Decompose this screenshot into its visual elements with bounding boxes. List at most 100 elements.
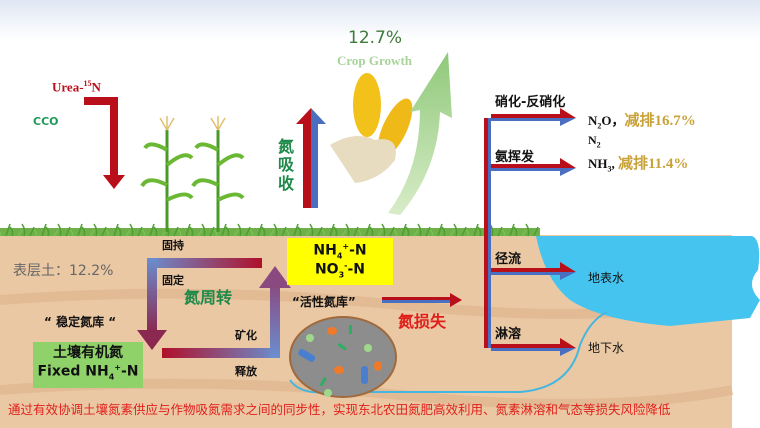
grass-blade [197, 229, 203, 237]
grass-blade [237, 223, 242, 237]
immobilization-label: 固持 [162, 239, 184, 252]
grass-blade [281, 226, 287, 237]
grass-blade [213, 229, 218, 237]
grass-blade [317, 226, 323, 237]
grass-blade [125, 229, 131, 237]
runoff-label: 径流 [495, 252, 522, 267]
grass-blade [5, 223, 11, 237]
nh3-reduction: 减排11.4% [618, 156, 689, 172]
grass-blade [429, 229, 434, 237]
grass-blade [389, 226, 395, 237]
grass-blade [45, 226, 50, 237]
grass-blade [173, 226, 179, 237]
grass-blade [309, 223, 314, 237]
grass-blade [77, 223, 83, 237]
n2o-reduction: 减排16.7% [624, 113, 696, 129]
crop-growth-label: Crop Growth [337, 53, 412, 68]
grass-blade [221, 223, 227, 237]
grass-blade [93, 223, 98, 237]
grass-blade [149, 223, 155, 237]
grass-blade [513, 226, 518, 237]
grass-blade [209, 226, 215, 237]
grass-blade [321, 229, 326, 237]
grass-blade [357, 229, 362, 237]
surface-water-label: 地表水 [588, 271, 625, 285]
grass-blade [65, 226, 71, 237]
grass-blade [329, 223, 335, 237]
grass-blade [101, 226, 107, 237]
grass-blade [249, 229, 254, 237]
branch-arrow [560, 168, 576, 176]
nh4-label: NH4+-N [313, 242, 367, 261]
n2-label: N2 [588, 133, 601, 150]
grass-blade [465, 229, 470, 237]
yield-increase-value: 12.7% [348, 28, 403, 48]
grass-blade [425, 226, 431, 237]
stable-pool-label: “ 稳定氮库 “ [44, 315, 117, 329]
no3-label: NO3--N [314, 261, 366, 280]
grass-blade [0, 230, 2, 237]
grass-blade [453, 223, 458, 237]
organic-n-box: 土壤有机氮 Fixed NH4+-N [33, 342, 143, 388]
grass-blade [269, 229, 275, 237]
grass-blade [273, 223, 278, 237]
grass-blade [245, 226, 251, 237]
grass-blade [69, 229, 74, 237]
active-pool-label: “活性氮库” [292, 295, 356, 309]
grass-blade [53, 229, 59, 237]
fixed-nh4-label: Fixed NH4+-N [37, 362, 139, 381]
grass-blade [285, 229, 290, 237]
grass-blade [225, 226, 230, 237]
grass-blade [473, 223, 479, 237]
nitrogen-turnover-label: 氮周转 [184, 288, 233, 307]
grass-blade [449, 229, 455, 237]
urea-input-arrow [84, 97, 125, 189]
grass-blade [477, 226, 482, 237]
grass-blade [461, 226, 467, 237]
leaching-label: 淋溶 [495, 327, 522, 342]
corn-plant [191, 116, 245, 232]
branch-arrow [560, 272, 576, 280]
grass-blade [117, 226, 122, 237]
nitrogen-loss-arrow [450, 293, 462, 307]
mineral-n-box: NH4+-N NO3--N [287, 238, 393, 285]
grass-blade [89, 229, 95, 237]
grass-blade [41, 223, 47, 237]
organic-n-label: 土壤有机氮 [53, 345, 123, 361]
grass-blades [0, 223, 539, 237]
n2o-emission: N2O，减排16.7% [588, 113, 696, 131]
branch-arrow [560, 348, 576, 356]
grass-blade [21, 223, 26, 237]
grass-blade [413, 229, 419, 237]
groundwater-stream [289, 311, 608, 394]
release-label: 释放 [235, 365, 257, 378]
soil-microbe-pool [289, 316, 397, 398]
grass-blade [297, 226, 302, 237]
grass [0, 228, 540, 236]
corn-plant [140, 116, 194, 232]
grass-blade [393, 229, 398, 237]
grass-blade [417, 223, 422, 237]
grass-blade [381, 223, 386, 237]
grass-blade [341, 229, 347, 237]
grass-blade [261, 226, 266, 237]
grass-blade [345, 223, 350, 237]
grass-blade [533, 226, 539, 237]
grass-blade [81, 226, 86, 237]
grass-blade [129, 223, 134, 237]
grass-blade [33, 229, 38, 237]
grass-blade [177, 229, 182, 237]
topsoil-value: 表层土：12.2% [13, 263, 114, 279]
grass-blade [189, 226, 194, 237]
nitrogen-cycle-arrows [137, 258, 291, 358]
grass-blade [305, 229, 311, 237]
nitrogen-uptake-label: 氮吸收 [278, 137, 295, 193]
grass-blade [9, 226, 14, 237]
branch-arrow [560, 118, 576, 126]
grass-blade [257, 223, 263, 237]
surface-water [536, 236, 760, 326]
crop-growth-arrow [388, 52, 452, 215]
grass-blade [185, 223, 191, 237]
cco-label: CCO [33, 115, 59, 128]
